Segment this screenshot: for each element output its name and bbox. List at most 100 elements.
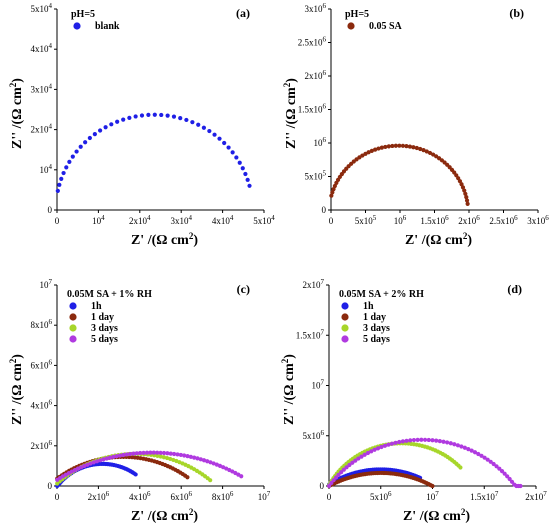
data-point	[414, 145, 419, 151]
panel-d: 0 5x106 107 1.5x107 2x107 0 5x106 107 1.5x107 2x1…	[280, 278, 547, 524]
data-point	[369, 148, 374, 153]
data-point	[499, 469, 505, 474]
data-point	[462, 188, 467, 193]
data-point	[240, 166, 245, 171]
series-1-day	[327, 470, 435, 489]
data-point	[479, 453, 484, 458]
series-0.05-SA	[329, 143, 470, 206]
x-tick-label: 0	[329, 216, 334, 226]
data-point	[61, 170, 66, 176]
data-point	[171, 114, 177, 119]
data-point	[336, 472, 341, 477]
data-point	[472, 450, 478, 455]
x-tick-label: 3x106	[527, 214, 549, 226]
y-tick-label: 2x107	[303, 278, 325, 290]
data-point	[155, 453, 160, 458]
y-tick-label: 3x106	[305, 2, 327, 14]
y-tick-label: 0	[322, 205, 327, 215]
x-tick-label: 1.5x106	[420, 214, 449, 226]
panel-b: 0 5x105 106 1.5x106 2x106 2.5x106 3x106 0 5x105 1…	[282, 2, 549, 248]
data-point	[400, 439, 405, 444]
data-point	[178, 452, 183, 458]
data-point	[408, 438, 413, 443]
x-tick-label: 107	[426, 490, 439, 502]
y-tick-label: 0	[48, 205, 53, 215]
data-point	[366, 150, 371, 155]
x-tick-label: 1.5x107	[470, 490, 499, 502]
legend-label: 1h	[91, 301, 102, 312]
data-point	[507, 476, 512, 482]
x-axis-title: Z' /(Ω cm2)	[403, 507, 470, 524]
legend-marker	[69, 302, 77, 310]
data-point	[117, 453, 123, 458]
y-tick-label: 3x104	[31, 82, 53, 94]
legend-label: 3 days	[363, 323, 390, 334]
y-tick-label: 0	[48, 481, 53, 491]
data-point	[363, 151, 368, 156]
data-point	[158, 450, 163, 455]
data-point	[230, 150, 235, 155]
data-point	[133, 114, 138, 119]
data-point	[482, 455, 487, 460]
data-point	[407, 144, 413, 149]
data-point	[152, 112, 157, 117]
y-axis-title: Z'' /(Ω cm2)	[280, 354, 297, 425]
legend-marker	[69, 313, 77, 321]
data-point	[459, 444, 464, 449]
legend-marker	[347, 22, 355, 30]
panel-a: 0 104 2x104 3x104 4x104 5x104 0 104 2x104 3x104 4x…	[8, 2, 275, 248]
data-point	[59, 176, 64, 181]
y-tick-label: 1.5x106	[298, 103, 327, 115]
data-point	[434, 438, 439, 443]
data-point	[329, 193, 334, 198]
data-point	[184, 117, 189, 123]
data-point	[161, 455, 166, 460]
panel-letter: (b)	[509, 6, 524, 20]
y-tick-label: 2x104	[31, 123, 53, 135]
data-point	[148, 450, 153, 455]
data-point	[360, 153, 365, 158]
data-point	[397, 143, 402, 148]
legend-marker	[73, 22, 81, 30]
data-point	[168, 451, 173, 456]
data-point	[247, 183, 252, 188]
data-point	[347, 462, 352, 468]
data-point	[485, 457, 490, 462]
data-point	[341, 467, 346, 472]
data-point	[55, 188, 60, 193]
x-tick-label: 106	[394, 214, 407, 226]
data-point	[518, 483, 523, 489]
x-tick-label: 2x106	[88, 490, 110, 502]
y-tick-label: 107	[312, 379, 325, 391]
data-point	[430, 483, 435, 489]
x-tick-label: 3x104	[170, 214, 192, 226]
data-point	[207, 128, 212, 134]
data-point	[359, 454, 364, 459]
data-point	[422, 437, 428, 442]
data-point	[146, 112, 151, 117]
data-point	[188, 454, 193, 459]
data-point	[104, 456, 109, 461]
data-point	[389, 441, 395, 446]
data-point	[382, 443, 388, 448]
x-tick-label: 6x106	[170, 490, 192, 502]
data-point	[430, 438, 435, 443]
data-point	[375, 446, 381, 451]
condition-label: 0.05M SA + 2% RH	[339, 289, 424, 300]
data-point	[178, 116, 183, 121]
data-point	[205, 459, 210, 464]
series-5-days	[327, 437, 523, 489]
x-axis-title: Z' /(Ω cm2)	[131, 231, 198, 248]
data-point	[67, 159, 72, 164]
data-point	[356, 456, 361, 461]
data-point	[195, 456, 200, 461]
x-tick-label: 2x104	[129, 214, 151, 226]
data-point	[344, 465, 349, 470]
legend-label: blank	[95, 21, 120, 32]
data-point	[133, 472, 138, 477]
data-point	[419, 437, 424, 442]
data-point	[92, 131, 97, 137]
data-point	[101, 457, 106, 462]
legend-label: 0.05 SA	[369, 21, 403, 32]
data-point	[411, 437, 417, 443]
